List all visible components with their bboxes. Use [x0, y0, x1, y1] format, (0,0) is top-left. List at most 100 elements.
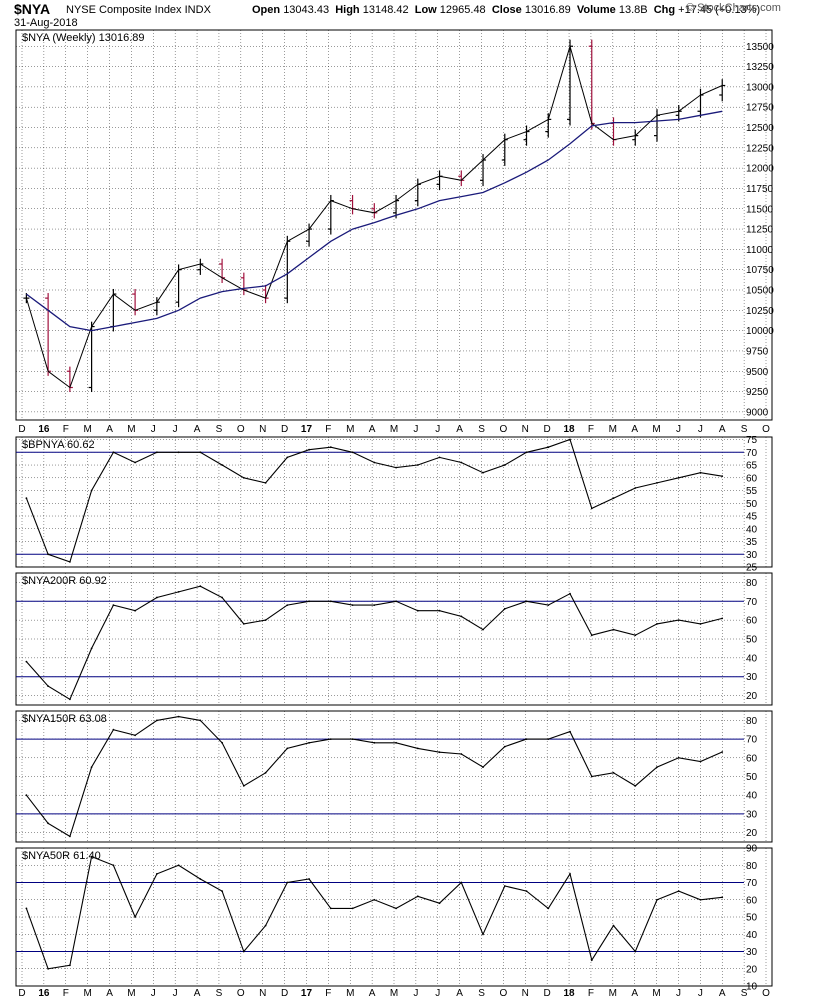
chart-header: $NYA NYSE Composite Index INDX 31-Aug-20… [0, 0, 820, 30]
indicator-point [308, 878, 310, 880]
year-label: 17 [301, 988, 313, 999]
indicator-point [286, 747, 289, 750]
indicator-point [112, 728, 115, 731]
y-tick-label: 20 [746, 691, 758, 702]
month-label: A [369, 424, 376, 435]
month-label: M [390, 988, 398, 999]
month-label: J [698, 988, 703, 999]
indicator-point [612, 628, 615, 631]
month-label: S [216, 988, 223, 999]
month-label: M [390, 424, 398, 435]
month-label: M [83, 988, 91, 999]
indicator-point [482, 628, 484, 631]
y-tick-label: 10 [746, 982, 758, 993]
indicator-point [286, 456, 289, 459]
indicator-point [329, 907, 332, 910]
indicator-point [221, 741, 224, 744]
chart-date: 31-Aug-2018 [14, 17, 78, 29]
month-label: M [609, 988, 617, 999]
month-axis-bottom: D 16 F M A M J J A S O N D 17 F M A M J J A S O N D 18 F M A M J J A S O [18, 988, 770, 999]
indicator-point [373, 898, 376, 901]
indicator-point [721, 617, 724, 620]
y-tick-label: 65 [746, 461, 758, 472]
indicator-point [221, 890, 224, 892]
year-label: 16 [38, 988, 50, 999]
indicator-point [416, 895, 419, 898]
indicator-point [329, 600, 332, 603]
indicator-point [156, 596, 158, 599]
month-label: A [456, 424, 463, 435]
y-tick-label: 80 [746, 861, 758, 872]
indicator-point [395, 741, 397, 744]
price-bar [719, 79, 726, 102]
indicator-point [482, 933, 484, 936]
y-tick-label: 50 [746, 913, 758, 924]
y-tick-label: 9250 [746, 387, 769, 398]
indicator-point [612, 497, 615, 500]
y-tick-label: 70 [746, 448, 758, 459]
high-value: 13148.42 [362, 4, 409, 16]
panel-label: $NYA (Weekly) 13016.89 [22, 32, 145, 44]
indicator-point [634, 950, 637, 953]
indicator-point [329, 738, 332, 740]
year-label: 18 [563, 424, 575, 435]
month-label: F [588, 424, 594, 435]
indicator-point [569, 438, 571, 441]
month-label: N [259, 424, 266, 435]
month-label: A [106, 424, 113, 435]
high-label: High [335, 4, 360, 16]
y-tick-label: 30 [746, 809, 758, 820]
month-label: M [127, 988, 135, 999]
y-tick-label: 80 [746, 716, 758, 727]
month-label: M [127, 424, 135, 435]
indicator-point [503, 607, 506, 610]
indicator-point [199, 719, 202, 722]
month-label: J [698, 424, 703, 435]
indicator-point [351, 451, 354, 454]
y-tick-label: 45 [746, 512, 758, 523]
y-tick-label: 25 [746, 563, 758, 574]
y-tick-label: 70 [746, 597, 758, 608]
indicator-point [634, 634, 637, 637]
month-label: J [435, 988, 440, 999]
indicator-point [482, 766, 484, 768]
y-tick-label: 11750 [746, 184, 774, 195]
indicator-point [221, 464, 224, 466]
month-label: J [676, 988, 681, 999]
y-tick-label: 12500 [746, 123, 774, 134]
indicator-point [721, 475, 724, 478]
y-tick-label: 50 [746, 772, 758, 783]
indicator-point [286, 604, 289, 606]
y-tick-label: 20 [746, 828, 758, 839]
indicator-point [199, 878, 202, 880]
indicator-point [69, 964, 71, 967]
indicator-point [547, 907, 550, 910]
indicator-point [503, 885, 506, 887]
indicator-point [590, 634, 593, 637]
y-tick-label: 50 [746, 499, 758, 510]
month-label: O [762, 424, 770, 435]
close-line [25, 44, 723, 389]
month-label: O [237, 988, 245, 999]
indicator-point [525, 451, 528, 454]
y-tick-label: 9750 [746, 346, 769, 357]
indicator-point [656, 766, 658, 768]
indicator-point [47, 553, 49, 556]
indicator-point [156, 719, 158, 722]
month-label: F [63, 988, 69, 999]
y-tick-label: 9000 [746, 407, 769, 418]
indicator-point [656, 898, 658, 901]
month-label: N [259, 988, 266, 999]
chg-label: Chg [653, 4, 676, 16]
indicator-point [438, 902, 441, 905]
chg-value: +17.45 (+0.13%) [678, 4, 761, 16]
month-label: M [83, 424, 91, 435]
index-full-name: NYSE Composite Index [66, 4, 182, 16]
month-label: A [631, 988, 638, 999]
indicator-point [416, 609, 419, 612]
y-tick-label: 40 [746, 791, 758, 802]
indicator-point [177, 715, 180, 718]
brand-watermark: © StockCharts.com [686, 2, 781, 14]
y-tick-label: 30 [746, 947, 758, 958]
month-label: A [631, 424, 638, 435]
